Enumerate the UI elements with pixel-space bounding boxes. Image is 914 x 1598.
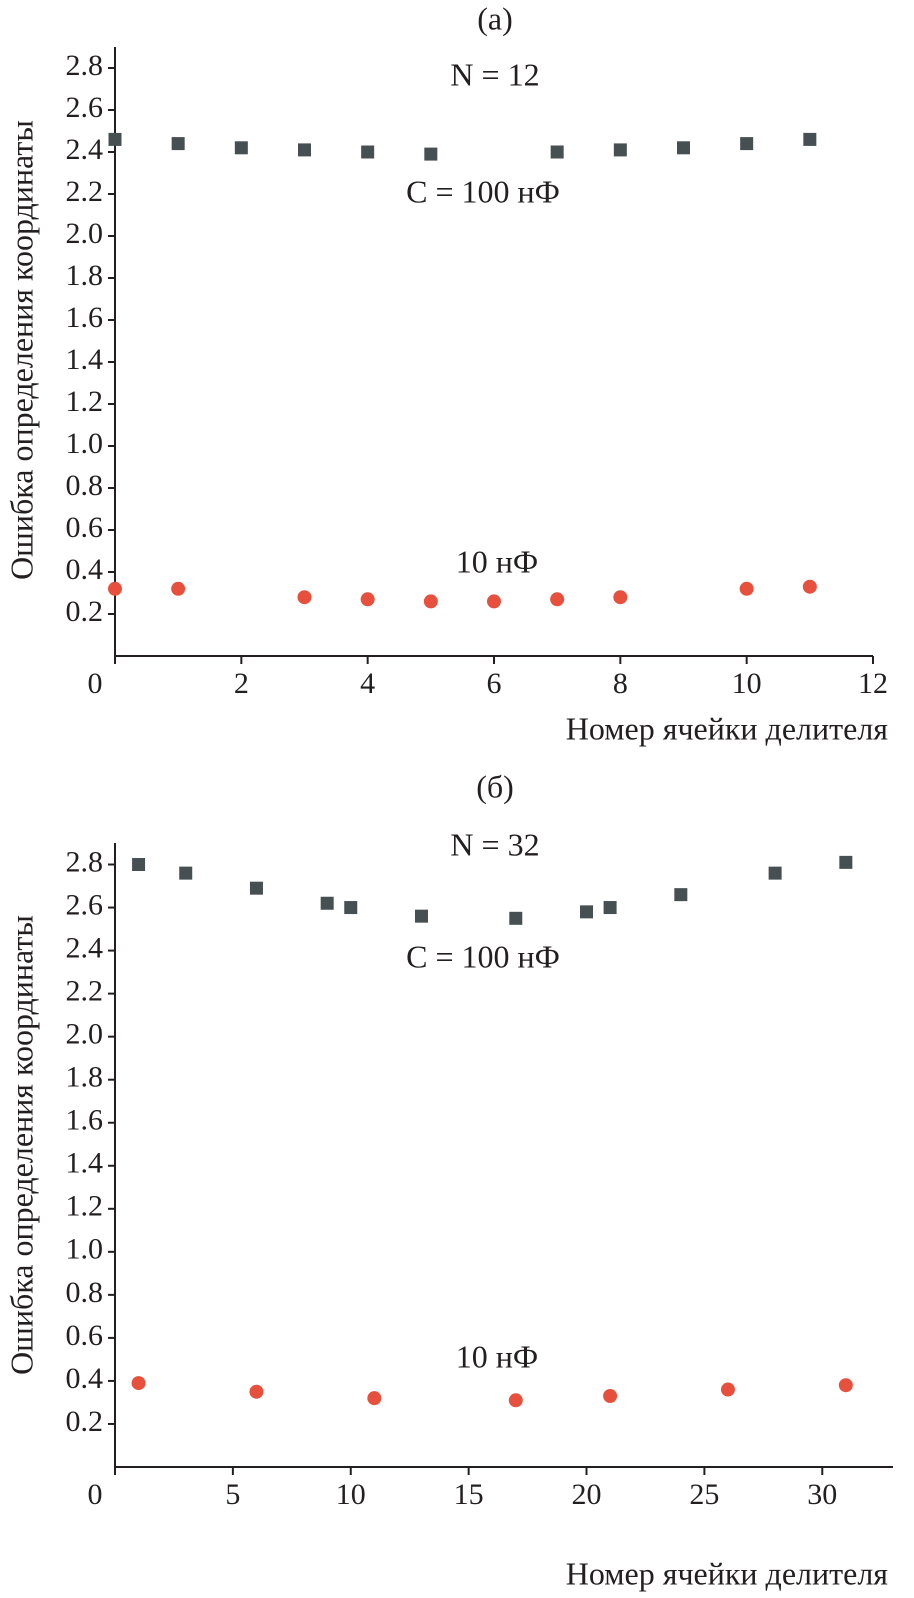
point <box>613 590 628 605</box>
point <box>179 866 193 880</box>
point <box>603 1388 618 1403</box>
y-tick-label: 1.0 <box>66 1233 104 1266</box>
x-axis-label: Номер ячейки делителя <box>566 1555 889 1591</box>
y-tick-label: 0.6 <box>66 511 104 544</box>
y-tick-label: 2.4 <box>66 133 104 166</box>
point <box>414 909 428 923</box>
point <box>234 141 248 155</box>
y-tick-label: 1.8 <box>66 1061 104 1094</box>
point <box>487 594 501 609</box>
y-tick-label: 1.2 <box>66 1190 104 1223</box>
y-tick-label: 1.4 <box>66 343 104 376</box>
x-tick-label: 2 <box>234 667 249 700</box>
point <box>740 137 754 151</box>
series-label: C = 100 нФ <box>406 938 560 974</box>
y-tick-label: 1.6 <box>66 1104 104 1137</box>
y-tick-label: 1.0 <box>66 427 104 460</box>
point <box>838 1378 853 1393</box>
x-tick-label: 5 <box>225 1478 240 1511</box>
point <box>580 905 594 919</box>
y-tick-label: 2.6 <box>66 91 104 124</box>
y-tick-label: 1.8 <box>66 259 104 292</box>
y-tick-label: 0.4 <box>66 553 104 586</box>
y-tick-label: 0.8 <box>66 469 104 502</box>
x-tick-label: 30 <box>807 1478 837 1511</box>
point <box>108 132 122 146</box>
point <box>550 592 565 607</box>
annotation: N = 12 <box>450 56 539 92</box>
point <box>320 896 334 910</box>
point <box>613 143 627 157</box>
point <box>249 881 263 895</box>
series-label: C = 100 нФ <box>406 173 560 209</box>
point <box>344 901 358 915</box>
point <box>550 145 564 159</box>
x-tick-label: 8 <box>613 667 628 700</box>
x-tick-label: 10 <box>336 1478 366 1511</box>
chart-title: (а) <box>477 0 513 36</box>
x-tick-label: 12 <box>858 667 888 700</box>
x-axis-label: Номер ячейки делителя <box>566 710 889 746</box>
y-tick-label: 1.6 <box>66 301 104 334</box>
point <box>739 581 754 596</box>
point <box>360 592 375 607</box>
point <box>839 855 853 869</box>
point <box>171 137 185 151</box>
point <box>367 1391 382 1406</box>
y-tick-label: 2.8 <box>66 49 104 82</box>
point <box>603 901 617 915</box>
chart-title: (б) <box>476 768 514 804</box>
point <box>424 147 438 161</box>
y-tick-label: 2.6 <box>66 888 104 921</box>
x-tick-label: 0 <box>88 1478 103 1511</box>
point <box>297 590 312 605</box>
x-tick-label: 15 <box>454 1478 484 1511</box>
annotation: N = 32 <box>450 826 539 862</box>
y-tick-label: 2.0 <box>66 1018 104 1051</box>
y-tick-label: 1.4 <box>66 1147 104 1180</box>
point <box>720 1382 735 1397</box>
point <box>361 145 375 159</box>
x-tick-label: 20 <box>572 1478 602 1511</box>
y-tick-label: 2.2 <box>66 175 104 208</box>
y-tick-label: 0.8 <box>66 1276 104 1309</box>
y-tick-label: 0.2 <box>66 1405 104 1438</box>
point <box>298 143 311 157</box>
y-tick-label: 2.8 <box>66 845 104 878</box>
series-label: 10 нФ <box>456 543 538 579</box>
point <box>249 1384 264 1399</box>
point <box>677 141 690 155</box>
y-tick-label: 2.4 <box>66 931 104 964</box>
point <box>768 866 782 880</box>
point <box>171 581 186 596</box>
y-tick-label: 0.2 <box>66 595 104 628</box>
x-tick-label: 25 <box>689 1478 719 1511</box>
y-tick-label: 2.2 <box>66 975 104 1008</box>
point <box>674 888 688 902</box>
y-axis-label: Ошибка определения координаты <box>3 915 39 1375</box>
y-tick-label: 2.0 <box>66 217 104 250</box>
point <box>423 594 438 609</box>
y-tick-label: 1.2 <box>66 385 104 418</box>
point <box>132 858 146 872</box>
x-tick-label: 6 <box>487 667 502 700</box>
point <box>803 132 817 146</box>
y-axis-label: Ошибка определения координаты <box>3 120 39 580</box>
point <box>802 579 817 594</box>
point <box>508 1393 523 1408</box>
point <box>108 581 122 596</box>
y-tick-label: 0.4 <box>66 1362 104 1395</box>
x-tick-label: 4 <box>360 667 375 700</box>
point <box>131 1376 146 1391</box>
y-tick-label: 0.6 <box>66 1319 104 1352</box>
x-tick-label: 0 <box>88 667 103 700</box>
point <box>509 911 523 925</box>
x-tick-label: 10 <box>732 667 762 700</box>
series-label: 10 нФ <box>456 1338 538 1374</box>
